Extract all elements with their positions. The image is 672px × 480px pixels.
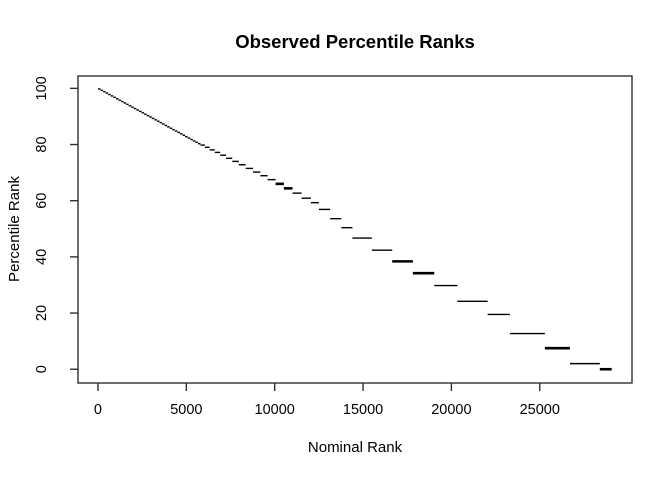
x-axis-title: Nominal Rank xyxy=(308,439,403,456)
chart-title: Observed Percentile Ranks xyxy=(235,31,475,52)
y-tick-label: 20 xyxy=(34,305,50,321)
y-tick-label: 0 xyxy=(34,365,50,373)
y-tick-label: 60 xyxy=(34,193,50,209)
x-tick-label: 15000 xyxy=(343,402,383,418)
x-tick-label: 20000 xyxy=(431,402,471,418)
plot-area xyxy=(77,75,633,384)
data-series xyxy=(97,88,612,371)
y-tick-label: 80 xyxy=(34,136,50,152)
x-tick-label: 25000 xyxy=(520,402,560,418)
y-tick-label: 40 xyxy=(34,249,50,265)
y-tick-label: 100 xyxy=(34,76,50,100)
x-axis: 0 5000 10000 15000 20000 25000 xyxy=(94,383,560,418)
x-tick-label: 0 xyxy=(94,402,102,418)
y-axis-title: Percentile Rank xyxy=(6,176,23,282)
x-tick-label: 10000 xyxy=(255,402,295,418)
x-tick-label: 5000 xyxy=(170,402,202,418)
y-axis: 0 20 40 60 80 100 xyxy=(34,76,78,373)
